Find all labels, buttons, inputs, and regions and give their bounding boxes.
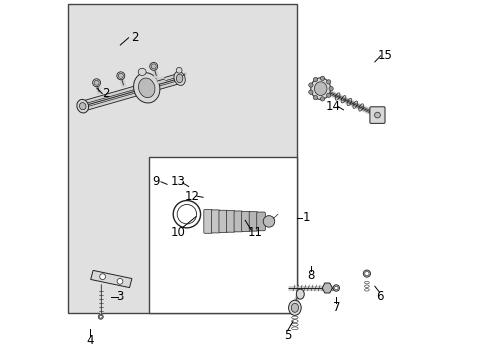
- Text: 13: 13: [170, 175, 185, 188]
- Ellipse shape: [138, 68, 146, 76]
- Text: 10: 10: [170, 226, 185, 239]
- Circle shape: [151, 64, 156, 69]
- Circle shape: [92, 79, 101, 87]
- Text: 11: 11: [247, 226, 262, 239]
- Circle shape: [176, 67, 182, 73]
- Circle shape: [98, 314, 103, 319]
- Text: 5: 5: [284, 329, 291, 342]
- Text: 15: 15: [377, 49, 391, 62]
- Circle shape: [334, 286, 337, 290]
- Circle shape: [117, 278, 122, 284]
- Circle shape: [326, 80, 330, 84]
- Text: 2: 2: [131, 31, 138, 44]
- Ellipse shape: [310, 78, 330, 99]
- Circle shape: [177, 204, 196, 224]
- Text: 2: 2: [102, 87, 109, 100]
- Circle shape: [313, 77, 317, 82]
- FancyBboxPatch shape: [234, 211, 242, 232]
- Bar: [149, 157, 296, 313]
- Ellipse shape: [291, 303, 298, 312]
- Circle shape: [99, 315, 102, 318]
- Ellipse shape: [138, 78, 155, 98]
- Ellipse shape: [314, 82, 326, 95]
- FancyBboxPatch shape: [226, 211, 235, 232]
- Circle shape: [328, 86, 333, 91]
- FancyBboxPatch shape: [219, 210, 227, 233]
- Circle shape: [326, 93, 330, 98]
- Bar: [68, 4, 296, 313]
- Polygon shape: [90, 270, 132, 288]
- Text: 14: 14: [325, 100, 340, 113]
- FancyBboxPatch shape: [249, 212, 257, 231]
- Text: 12: 12: [184, 190, 200, 203]
- Ellipse shape: [133, 73, 160, 103]
- Text: 6: 6: [375, 291, 383, 303]
- Circle shape: [94, 80, 99, 85]
- Ellipse shape: [79, 103, 86, 110]
- Text: 3: 3: [116, 291, 124, 303]
- Ellipse shape: [296, 289, 304, 299]
- Ellipse shape: [174, 71, 185, 85]
- Circle shape: [100, 274, 105, 280]
- Ellipse shape: [176, 74, 183, 83]
- Text: 9: 9: [152, 175, 160, 188]
- Polygon shape: [322, 283, 332, 293]
- Circle shape: [173, 201, 200, 228]
- Circle shape: [363, 270, 370, 277]
- Text: 8: 8: [307, 269, 314, 282]
- Circle shape: [308, 83, 312, 87]
- FancyBboxPatch shape: [203, 210, 212, 233]
- Circle shape: [149, 62, 157, 70]
- Polygon shape: [83, 73, 183, 111]
- FancyBboxPatch shape: [241, 211, 250, 231]
- FancyBboxPatch shape: [211, 210, 220, 233]
- Circle shape: [364, 271, 368, 276]
- Circle shape: [313, 95, 317, 100]
- Circle shape: [117, 72, 124, 80]
- Circle shape: [118, 73, 123, 78]
- FancyBboxPatch shape: [256, 212, 265, 231]
- Circle shape: [374, 112, 380, 118]
- Circle shape: [308, 90, 312, 94]
- Ellipse shape: [77, 99, 88, 113]
- FancyBboxPatch shape: [369, 107, 384, 123]
- Ellipse shape: [288, 300, 301, 315]
- Circle shape: [332, 285, 339, 291]
- Circle shape: [320, 76, 324, 81]
- Circle shape: [320, 97, 324, 101]
- Text: 7: 7: [332, 301, 339, 314]
- Circle shape: [263, 216, 274, 227]
- Text: 4: 4: [86, 334, 94, 347]
- Text: 1: 1: [302, 211, 309, 224]
